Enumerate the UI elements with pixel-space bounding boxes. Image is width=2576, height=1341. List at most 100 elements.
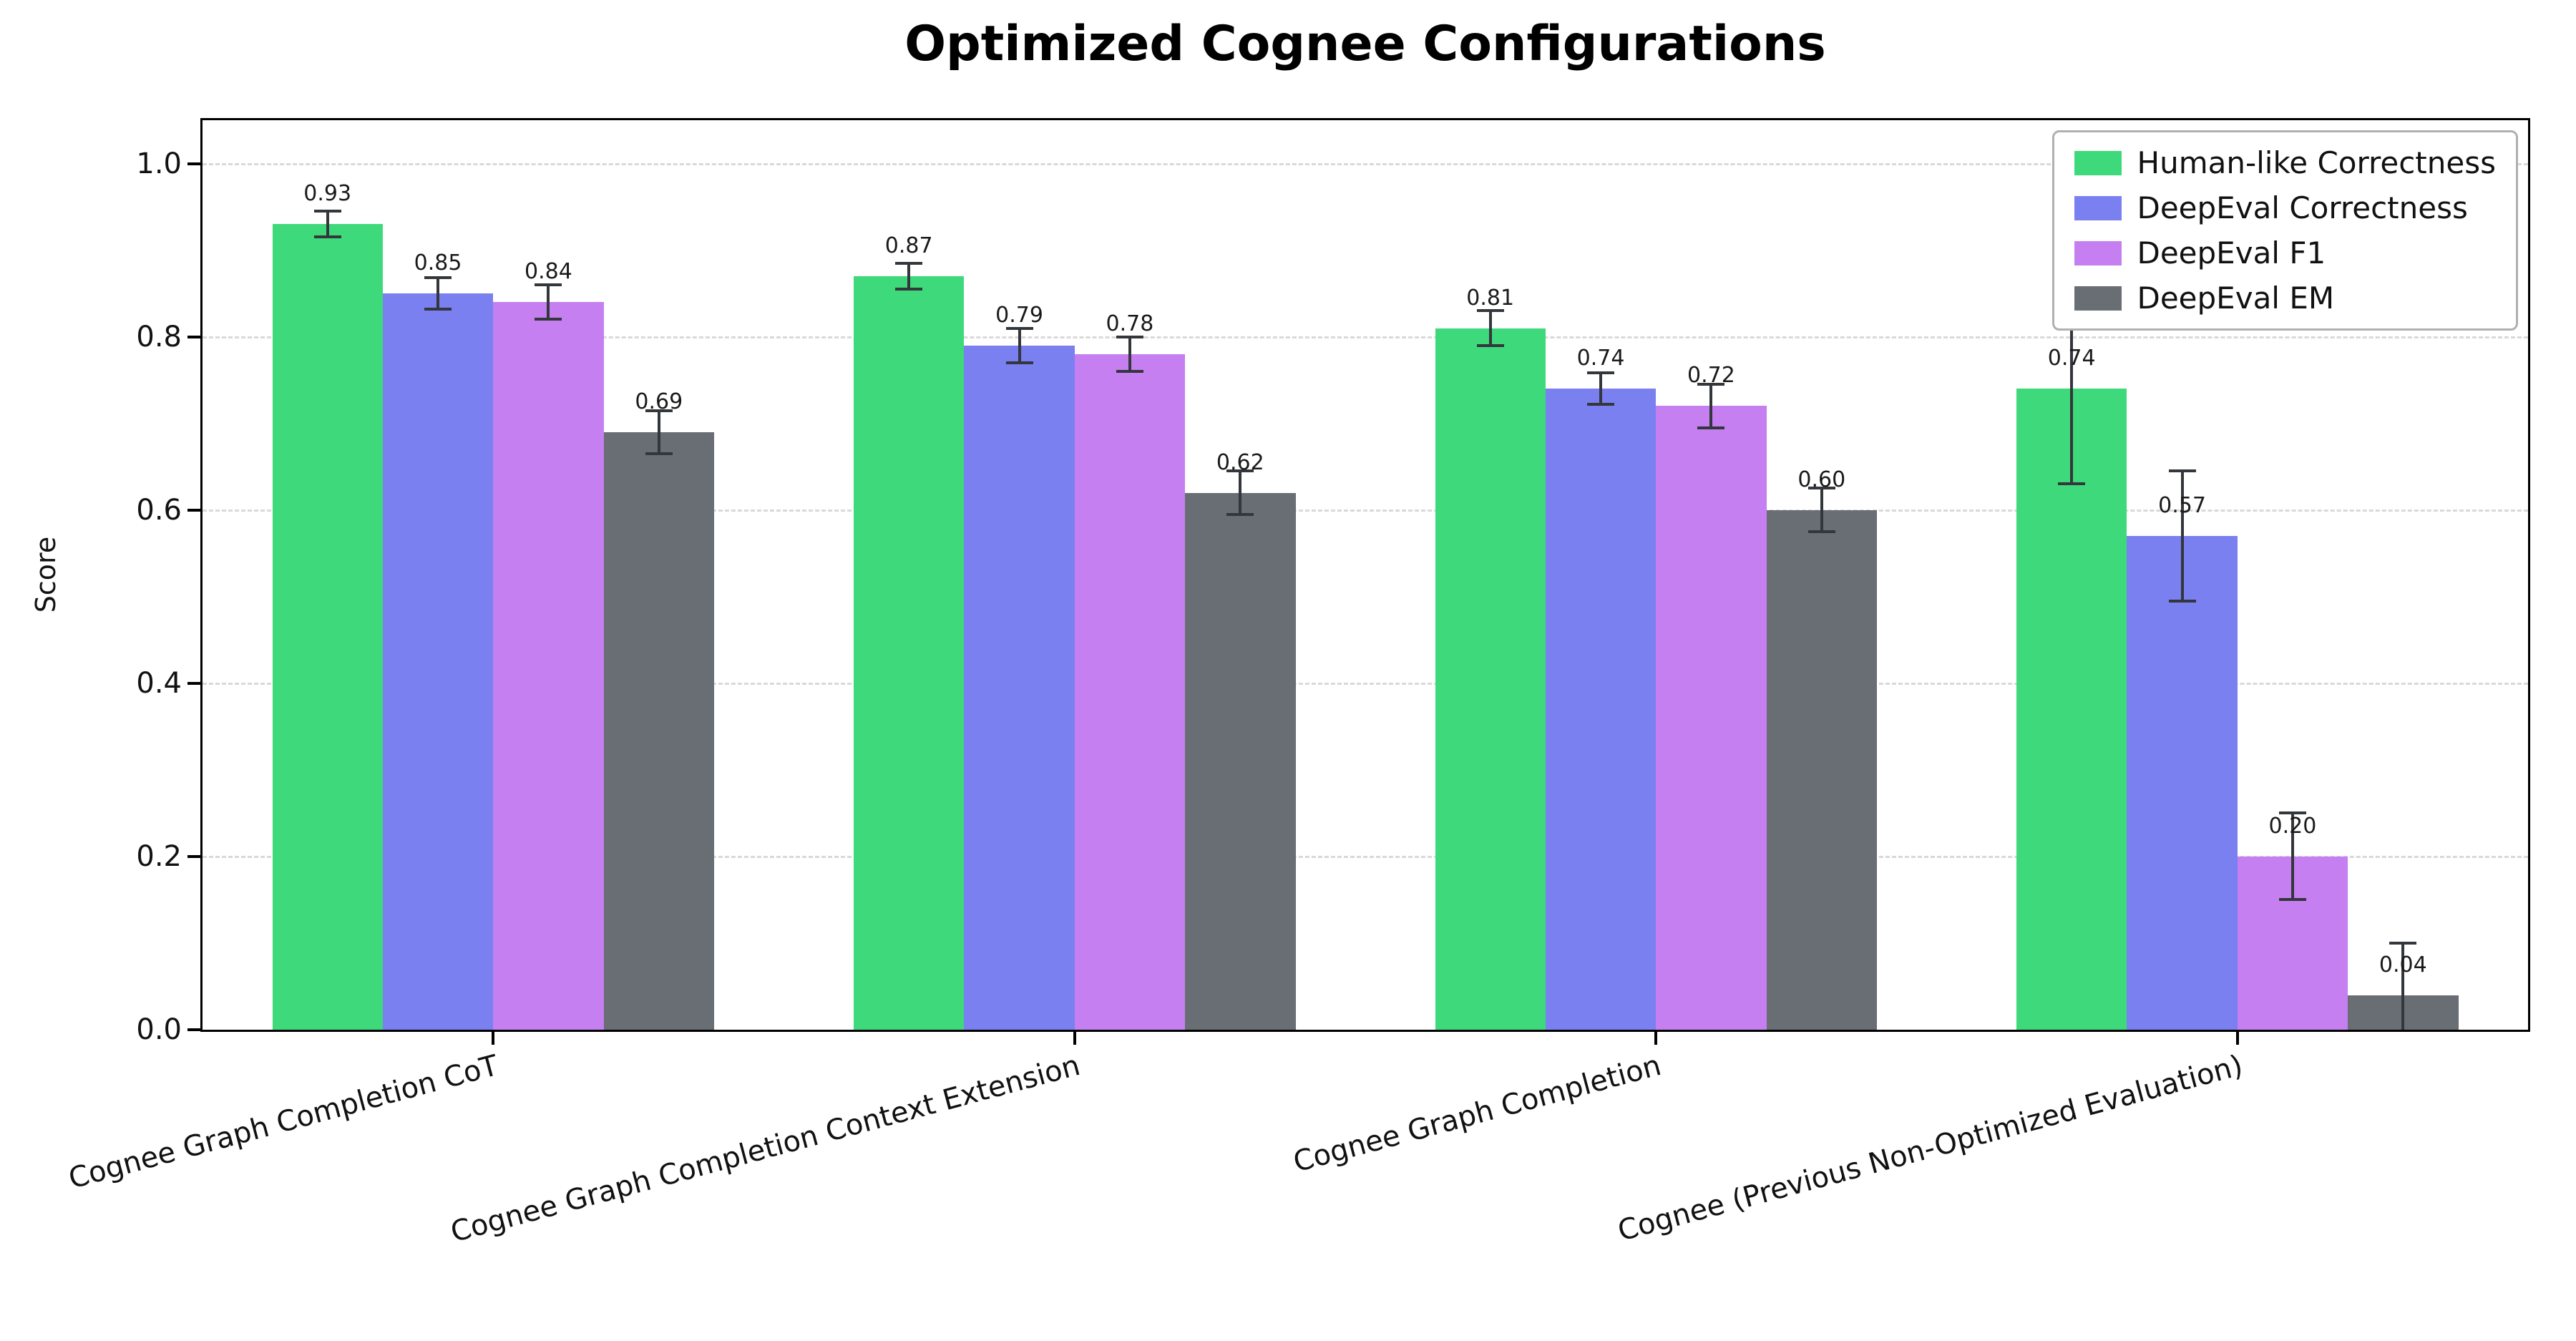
error-bar-line	[1820, 488, 1823, 532]
error-bar-cap	[2278, 811, 2306, 815]
x-tick-mark	[2235, 1032, 2239, 1045]
bar	[382, 293, 494, 1030]
error-bar-cap	[2058, 482, 2086, 486]
bar	[854, 275, 965, 1030]
error-bar-cap	[424, 276, 452, 280]
legend-item: DeepEval Correctness	[2074, 190, 2497, 225]
bar	[1545, 389, 1657, 1030]
y-tick-label: 0.0	[136, 1013, 182, 1046]
error-bar-cap	[535, 318, 562, 321]
error-bar-line	[2180, 471, 2184, 601]
bar-value-label: 0.74	[2047, 346, 2096, 371]
bar-value-label: 0.87	[884, 233, 933, 258]
error-bar-cap	[645, 409, 673, 412]
error-bar-line	[1239, 471, 1242, 515]
error-bar-cap	[1226, 512, 1254, 516]
error-bar-line	[1128, 336, 1131, 372]
bar	[493, 302, 604, 1030]
error-bar-cap	[1697, 383, 1725, 386]
y-tick-label: 0.2	[136, 839, 182, 873]
error-bar-cap	[424, 307, 452, 311]
y-tick-mark	[187, 1028, 200, 1031]
x-tick-label: Cognee Graph Completion Context Extensio…	[447, 1048, 1083, 1249]
bar	[272, 224, 383, 1030]
bar-value-label: 0.85	[414, 250, 462, 276]
legend: Human-like Correctness DeepEval Correctne…	[2051, 130, 2518, 331]
bar	[2127, 536, 2238, 1030]
bar	[1766, 509, 1877, 1030]
bar	[1185, 492, 1296, 1030]
error-bar-line	[1599, 373, 1603, 405]
y-tick-label: 0.4	[136, 666, 182, 700]
legend-item: Human-like Correctness	[2074, 145, 2497, 180]
y-tick-label: 1.0	[136, 147, 182, 180]
error-bar-line	[1709, 384, 1713, 428]
error-bar-line	[326, 211, 329, 238]
bar	[603, 431, 714, 1030]
x-tick-label: Cognee (Previous Non-Optimized Evaluatio…	[1614, 1048, 2246, 1248]
error-bar-cap	[1476, 309, 1504, 313]
error-bar-cap	[1116, 335, 1143, 338]
legend-swatch	[2074, 286, 2122, 311]
legend-item: DeepEval F1	[2074, 235, 2497, 270]
y-tick-label: 0.6	[136, 493, 182, 527]
error-bar-line	[547, 284, 550, 320]
bar-value-label: 0.79	[995, 302, 1043, 328]
y-tick-mark	[187, 854, 200, 858]
chart-title: Optimized Cognee Configurations	[904, 16, 1826, 72]
error-bar-line	[1018, 328, 1021, 363]
bar-value-label: 0.78	[1106, 311, 1154, 336]
error-bar-cap	[2278, 898, 2306, 902]
legend-label: DeepEval EM	[2137, 281, 2335, 316]
error-bar-cap	[645, 452, 673, 456]
legend-swatch	[2074, 150, 2122, 175]
legend-swatch	[2074, 195, 2122, 220]
bar-value-label: 0.60	[1797, 467, 1846, 492]
figure: Optimized Cognee Configurations Score Hu…	[30, 16, 2530, 1249]
bar	[1435, 328, 1546, 1030]
error-bar-cap	[1587, 371, 1615, 375]
bar-value-label: 0.69	[635, 389, 683, 414]
bar-value-label: 0.74	[1576, 346, 1625, 371]
error-bar-cap	[313, 210, 341, 213]
bar	[964, 345, 1075, 1030]
error-bar-cap	[1587, 403, 1615, 406]
legend-label: DeepEval Correctness	[2137, 190, 2468, 225]
legend-label: DeepEval F1	[2137, 235, 2326, 270]
gridline	[203, 336, 2528, 338]
error-bar-cap	[1116, 370, 1143, 374]
error-bar-line	[907, 263, 911, 290]
bar-value-label: 0.81	[1466, 285, 1515, 311]
bar-value-label: 0.57	[2158, 493, 2206, 519]
bar-value-label: 0.93	[303, 181, 352, 207]
error-bar-line	[436, 278, 440, 309]
gridline	[203, 509, 2528, 512]
error-bar-cap	[1807, 530, 1835, 533]
bar-value-label: 0.72	[1687, 363, 1735, 389]
gridline	[203, 855, 2528, 858]
bar	[1656, 406, 1767, 1030]
y-tick-mark	[187, 335, 200, 338]
error-bar-line	[2401, 942, 2405, 1030]
error-bar-line	[2070, 293, 2074, 484]
error-bar-cap	[1226, 469, 1254, 473]
x-tick-mark	[1073, 1032, 1076, 1045]
bar-value-label: 0.62	[1216, 449, 1264, 475]
error-bar-line	[657, 410, 660, 454]
bar-value-label: 0.84	[525, 259, 572, 285]
error-bar-cap	[1005, 326, 1033, 330]
error-bar-cap	[1807, 487, 1835, 490]
error-bar-line	[2290, 813, 2294, 900]
error-bar-cap	[313, 235, 341, 239]
x-tick-mark	[492, 1032, 495, 1045]
gridline	[203, 162, 2528, 165]
legend-label: Human-like Correctness	[2137, 145, 2497, 180]
error-bar-cap	[895, 261, 923, 265]
legend-item: DeepEval EM	[2074, 281, 2497, 316]
x-tick-label: Cognee Graph Completion CoT	[65, 1048, 502, 1196]
error-bar-cap	[1697, 426, 1725, 429]
y-tick-label: 0.8	[136, 320, 182, 353]
error-bar-cap	[1476, 343, 1504, 347]
error-bar-line	[1488, 311, 1492, 346]
y-tick-mark	[187, 162, 200, 165]
